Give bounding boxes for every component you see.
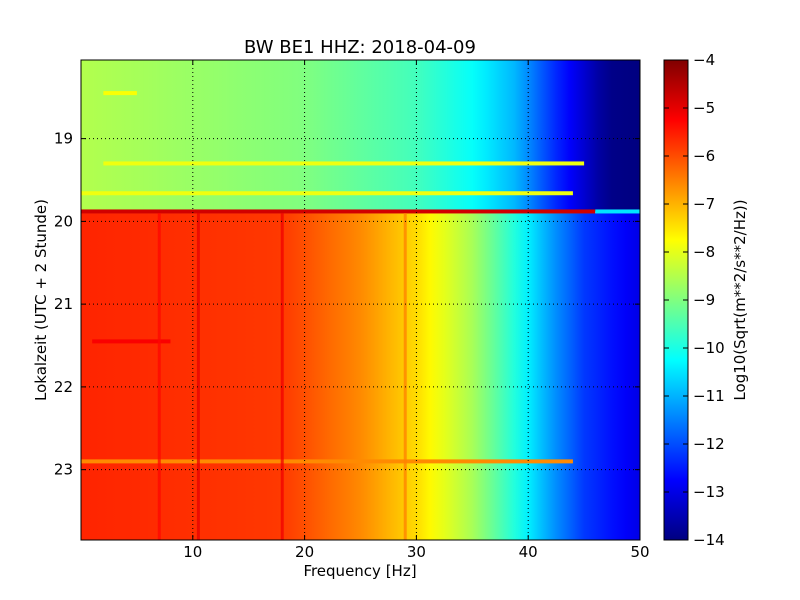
x-tick-label: 40 bbox=[519, 543, 538, 561]
y-tick-label: 23 bbox=[54, 461, 73, 479]
y-tick-label: 20 bbox=[54, 212, 73, 230]
spectrogram-vband bbox=[403, 213, 407, 540]
spectrogram-regime bbox=[81, 60, 640, 212]
spectrogram-hband bbox=[103, 91, 137, 96]
spectrogram-hband bbox=[103, 161, 585, 166]
colorbar-tick-label: −13 bbox=[693, 483, 725, 501]
spectrogram-vband bbox=[280, 213, 284, 540]
colorbar-tick-label: −10 bbox=[693, 339, 725, 357]
y-axis-ticks: 19 20 21 22 23 bbox=[54, 130, 640, 479]
spectrogram-heatmap bbox=[81, 60, 640, 540]
x-axis-ticks: 10 20 30 40 50 bbox=[183, 60, 650, 561]
colorbar-tick-label: −8 bbox=[693, 243, 715, 261]
x-axis-label: Frequency [Hz] bbox=[303, 562, 416, 580]
x-tick-label: 20 bbox=[295, 543, 314, 561]
y-tick-label: 21 bbox=[54, 295, 73, 313]
colorbar-tick-label: −12 bbox=[693, 435, 725, 453]
colorbar-tick-label: −4 bbox=[693, 51, 715, 69]
grid-lines bbox=[81, 60, 640, 540]
chart-title: BW BE1 HHZ: 2018-04-09 bbox=[244, 37, 476, 58]
colorbar-tick-label: −14 bbox=[693, 531, 725, 549]
colorbar-label: Log10(Sqrt(m**2/s**2/Hz)) bbox=[731, 199, 749, 400]
spectrogram-hband bbox=[81, 191, 573, 196]
colorbar-tick-label: −7 bbox=[693, 195, 715, 213]
plot-frame bbox=[80, 59, 641, 541]
y-tick-label: 22 bbox=[54, 378, 73, 396]
colorbar-ticks: −4 −5 −6 −7 −8 −9 −10 −11 −12 −13 −14 bbox=[664, 51, 725, 549]
spectrogram-regime bbox=[81, 213, 640, 540]
spectrogram-vband bbox=[157, 213, 161, 540]
spectrogram-hband bbox=[92, 339, 171, 344]
colorbar-tick-label: −11 bbox=[693, 387, 725, 405]
colorbar-tick-label: −6 bbox=[693, 147, 715, 165]
y-axis-label: Lokalzeit (UTC + 2 Stunde) bbox=[32, 199, 50, 401]
spectrogram-hband bbox=[81, 459, 573, 464]
y-tick-label: 19 bbox=[54, 130, 73, 148]
colorbar-tick-label: −9 bbox=[693, 291, 715, 309]
spectrogram-hband bbox=[81, 209, 596, 214]
x-tick-label: 50 bbox=[630, 543, 649, 561]
x-tick-label: 30 bbox=[407, 543, 426, 561]
colorbar-tick-label: −5 bbox=[693, 99, 715, 117]
spectrogram-vband bbox=[196, 213, 200, 540]
spectrogram-hband bbox=[595, 209, 640, 214]
x-tick-label: 10 bbox=[183, 543, 202, 561]
